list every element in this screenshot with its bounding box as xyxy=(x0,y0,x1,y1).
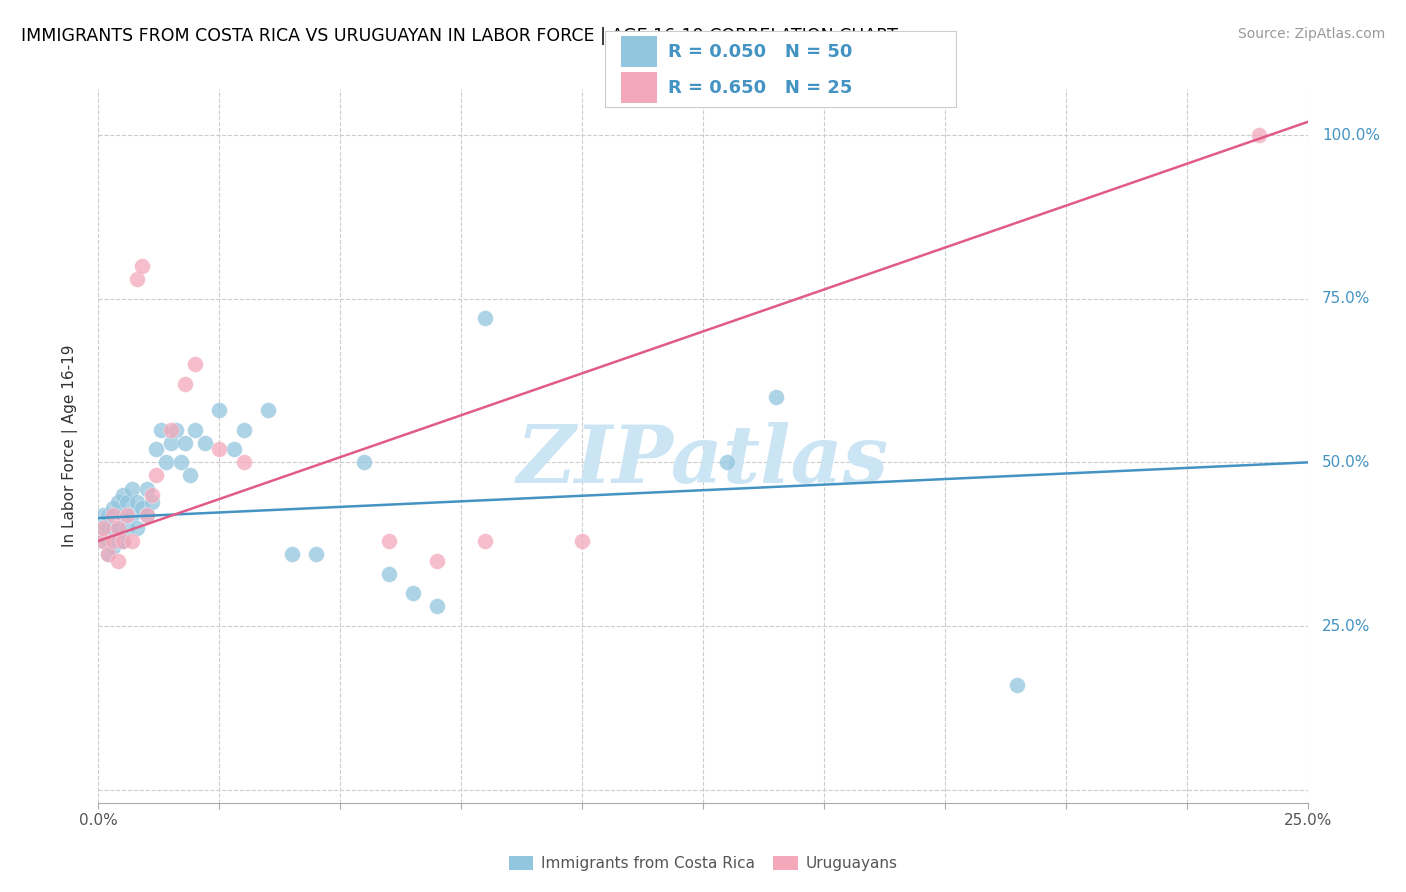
Point xyxy=(91,533,114,548)
Point xyxy=(222,442,245,457)
Point xyxy=(377,533,399,548)
Point xyxy=(426,599,449,614)
Point xyxy=(97,508,120,522)
Point xyxy=(281,547,304,561)
Point xyxy=(571,533,593,548)
Point xyxy=(174,376,197,391)
Point xyxy=(184,357,207,371)
Point xyxy=(208,403,231,417)
Text: R = 0.050   N = 50: R = 0.050 N = 50 xyxy=(668,43,852,61)
Point xyxy=(256,403,278,417)
Point xyxy=(131,259,153,273)
Point xyxy=(169,455,191,469)
Text: ZIPatlas: ZIPatlas xyxy=(517,422,889,499)
Point xyxy=(121,533,143,548)
Point xyxy=(107,521,129,535)
Y-axis label: In Labor Force | Age 16-19: In Labor Force | Age 16-19 xyxy=(62,344,77,548)
Point xyxy=(91,521,114,535)
Point xyxy=(1249,128,1271,142)
Point xyxy=(208,442,231,457)
Point xyxy=(141,488,163,502)
Point xyxy=(1007,678,1029,692)
Point xyxy=(135,508,157,522)
Point xyxy=(111,533,134,548)
Point xyxy=(135,482,157,496)
Text: IMMIGRANTS FROM COSTA RICA VS URUGUAYAN IN LABOR FORCE | AGE 16-19 CORRELATION C: IMMIGRANTS FROM COSTA RICA VS URUGUAYAN … xyxy=(21,27,898,45)
Point xyxy=(97,547,120,561)
Point xyxy=(232,423,254,437)
Point xyxy=(127,272,149,286)
Text: 25.0%: 25.0% xyxy=(1322,618,1371,633)
Point xyxy=(232,455,254,469)
Point xyxy=(145,442,167,457)
Text: 100.0%: 100.0% xyxy=(1322,128,1381,143)
Point xyxy=(97,521,120,535)
Point xyxy=(107,553,129,567)
Point xyxy=(184,423,207,437)
Point xyxy=(194,435,217,450)
Point xyxy=(474,533,496,548)
Point xyxy=(91,533,114,548)
Point xyxy=(127,494,149,508)
Point xyxy=(150,423,173,437)
Point xyxy=(117,494,139,508)
Point xyxy=(107,533,129,548)
Point xyxy=(131,501,153,516)
Legend: Immigrants from Costa Rica, Uruguayans: Immigrants from Costa Rica, Uruguayans xyxy=(502,850,904,877)
Point xyxy=(160,435,183,450)
Point xyxy=(101,521,124,535)
Point xyxy=(426,553,449,567)
Text: Source: ZipAtlas.com: Source: ZipAtlas.com xyxy=(1237,27,1385,41)
Point xyxy=(91,508,114,522)
Point xyxy=(135,508,157,522)
Point xyxy=(117,521,139,535)
Point xyxy=(155,455,177,469)
Text: 50.0%: 50.0% xyxy=(1322,455,1371,470)
Point xyxy=(111,508,134,522)
Point xyxy=(402,586,425,600)
Point xyxy=(91,521,114,535)
Point xyxy=(101,533,124,548)
Point xyxy=(377,566,399,581)
Point xyxy=(107,521,129,535)
Text: 75.0%: 75.0% xyxy=(1322,291,1371,306)
Point xyxy=(117,508,139,522)
Point xyxy=(101,508,124,522)
Point xyxy=(127,521,149,535)
Point xyxy=(174,435,197,450)
Point xyxy=(474,311,496,326)
Point xyxy=(101,541,124,555)
Point xyxy=(305,547,328,561)
Point xyxy=(179,468,201,483)
Point xyxy=(97,547,120,561)
Text: R = 0.650   N = 25: R = 0.650 N = 25 xyxy=(668,78,852,96)
Point xyxy=(716,455,738,469)
Point xyxy=(121,482,143,496)
Point xyxy=(165,423,187,437)
Point xyxy=(111,533,134,548)
Point xyxy=(765,390,787,404)
Point xyxy=(121,508,143,522)
Point xyxy=(145,468,167,483)
Point xyxy=(141,494,163,508)
Point xyxy=(101,501,124,516)
Point xyxy=(111,488,134,502)
Point xyxy=(353,455,375,469)
Point xyxy=(97,533,120,548)
Point xyxy=(160,423,183,437)
Point xyxy=(107,494,129,508)
